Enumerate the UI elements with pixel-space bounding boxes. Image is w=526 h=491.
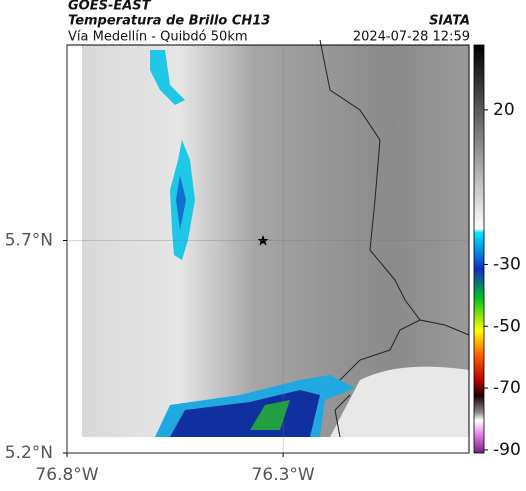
datetime: 2024-07-28 12:59 — [353, 30, 470, 45]
colorbar-label: -50 — [493, 316, 521, 336]
warm-area — [330, 366, 469, 437]
border — [319, 39, 470, 438]
colorbar-label: -70 — [493, 378, 521, 398]
title: Temperatura de Brillo CH13 — [68, 14, 270, 29]
cold-cloud — [250, 400, 290, 430]
colorbar-label: 20 — [493, 100, 515, 120]
source: GOES-EAST — [68, 0, 152, 14]
cold-cloud — [150, 50, 185, 105]
subtitle: Vía Medellín - Quibdó 50km — [68, 30, 248, 45]
x-tick-label: 76.3°W — [252, 465, 315, 485]
colorbar-label: -90 — [493, 440, 521, 460]
y-tick-label: 5.7°N — [5, 231, 53, 251]
y-tick-label: 5.2°N — [5, 443, 53, 463]
colorbar — [473, 44, 485, 454]
colorbar-label: -30 — [493, 254, 521, 274]
org: SIATA — [429, 14, 470, 29]
cold-cloud — [176, 175, 186, 230]
x-tick-label: 76.8°W — [35, 465, 98, 485]
